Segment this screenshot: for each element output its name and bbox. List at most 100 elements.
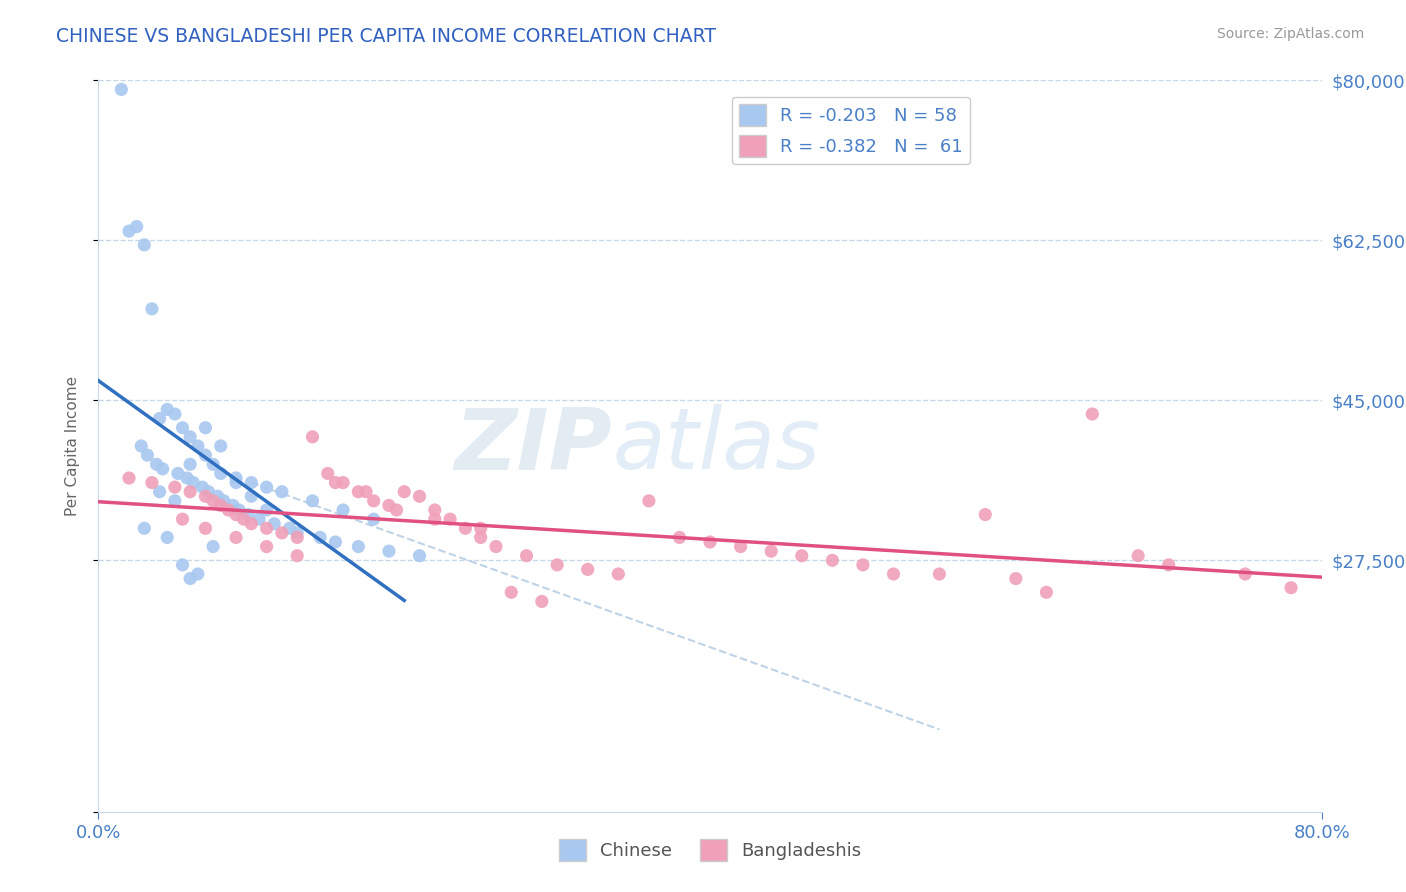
Point [156, 530, 179, 544]
Point [638, 493, 661, 508]
Point [501, 585, 523, 599]
Point [194, 448, 217, 462]
Point [316, 467, 339, 481]
Point [1157, 558, 1180, 572]
Point [332, 475, 354, 490]
Point [699, 535, 721, 549]
Point [110, 82, 132, 96]
Point [1279, 581, 1302, 595]
Point [392, 484, 416, 499]
Point [285, 530, 308, 544]
Point [408, 549, 430, 563]
Point [225, 475, 247, 490]
Text: ZIP: ZIP [454, 404, 612, 488]
Point [485, 540, 508, 554]
Text: CHINESE VS BANGLADESHI PER CAPITA INCOME CORRELATION CHART: CHINESE VS BANGLADESHI PER CAPITA INCOME… [56, 27, 716, 45]
Point [194, 521, 217, 535]
Point [172, 512, 194, 526]
Point [136, 448, 159, 462]
Point [325, 475, 347, 490]
Point [423, 503, 446, 517]
Point [285, 525, 308, 540]
Point [576, 562, 599, 576]
Point [125, 219, 148, 234]
Point [301, 430, 323, 444]
Point [152, 462, 174, 476]
Point [1004, 572, 1026, 586]
Point [332, 503, 354, 517]
Point [187, 439, 209, 453]
Point [156, 402, 179, 417]
Point [225, 530, 247, 544]
Point [217, 503, 239, 517]
Point [179, 430, 201, 444]
Y-axis label: Per Capita Income: Per Capita Income [65, 376, 80, 516]
Point [176, 471, 198, 485]
Point [194, 489, 217, 503]
Point [761, 544, 783, 558]
Point [163, 407, 186, 421]
Point [202, 540, 225, 554]
Point [240, 489, 263, 503]
Point [163, 493, 186, 508]
Point [256, 480, 278, 494]
Point [363, 512, 385, 526]
Point [240, 475, 263, 490]
Point [149, 484, 172, 499]
Point [378, 499, 401, 513]
Point [247, 512, 270, 526]
Point [607, 567, 630, 582]
Point [470, 521, 492, 535]
Point [179, 484, 201, 499]
Point [347, 484, 370, 499]
Point [363, 493, 385, 508]
Point [454, 521, 477, 535]
Text: Source: ZipAtlas.com: Source: ZipAtlas.com [1216, 27, 1364, 41]
Point [179, 457, 201, 471]
Point [179, 572, 201, 586]
Point [129, 439, 152, 453]
Point [202, 457, 225, 471]
Point [1081, 407, 1104, 421]
Point [118, 224, 141, 238]
Point [197, 484, 219, 499]
Point [309, 530, 332, 544]
Point [209, 439, 232, 453]
Point [181, 475, 204, 490]
Point [225, 508, 247, 522]
Point [270, 525, 294, 540]
Point [730, 540, 752, 554]
Point [883, 567, 905, 582]
Point [347, 540, 370, 554]
Point [530, 594, 553, 608]
Point [1035, 585, 1057, 599]
Point [232, 512, 254, 526]
Point [212, 493, 235, 508]
Point [270, 484, 294, 499]
Point [134, 238, 156, 252]
Point [167, 467, 190, 481]
Point [263, 516, 285, 531]
Point [256, 540, 278, 554]
Point [470, 530, 492, 544]
Point [278, 521, 301, 535]
Point [118, 471, 141, 485]
Point [194, 420, 217, 434]
Point [222, 499, 245, 513]
Point [928, 567, 950, 582]
Point [821, 553, 844, 567]
Point [516, 549, 538, 563]
Point [378, 544, 401, 558]
Point [141, 301, 163, 316]
Point [209, 467, 232, 481]
Point [209, 499, 232, 513]
Point [145, 457, 167, 471]
Point [187, 567, 209, 582]
Point [225, 471, 247, 485]
Point [256, 521, 278, 535]
Point [240, 516, 263, 531]
Point [974, 508, 997, 522]
Point [134, 521, 156, 535]
Point [202, 493, 225, 508]
Legend: Chinese, Bangladeshis: Chinese, Bangladeshis [551, 832, 869, 869]
